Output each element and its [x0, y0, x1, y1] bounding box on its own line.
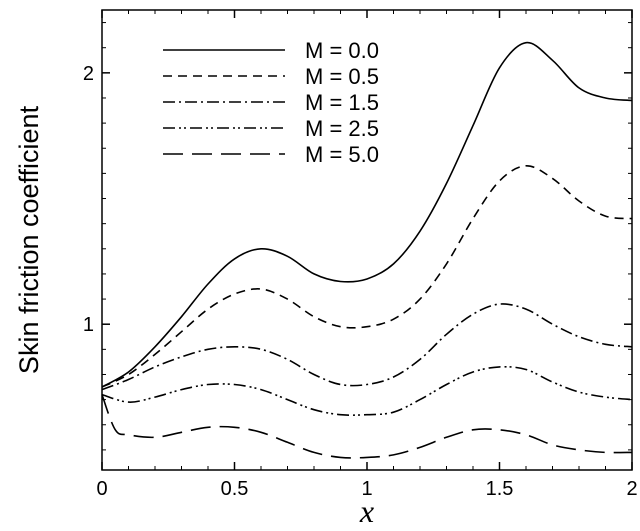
legend-label-2: M = 0.5 [305, 64, 379, 89]
legend-label-3: M = 1.5 [305, 90, 379, 115]
x-tick-label: 0 [96, 478, 107, 500]
legend-label-4: M = 2.5 [305, 116, 379, 141]
series-line-2 [101, 164, 633, 388]
legend: M = 0.0M = 0.5M = 1.5M = 2.5M = 5.0 [163, 38, 379, 167]
y-tick-label: 2 [83, 63, 94, 85]
x-tick-label: 1.5 [486, 478, 514, 500]
y-axis-label: Skin friction coefficient [14, 105, 44, 374]
series-layer [101, 41, 633, 459]
series-line-5 [101, 394, 633, 459]
legend-label-1: M = 0.0 [305, 38, 379, 63]
x-axis-label: x [359, 493, 374, 529]
x-tick-label: 1 [361, 478, 372, 500]
legend-label-5: M = 5.0 [305, 142, 379, 167]
x-tick-label: 2 [626, 478, 637, 500]
series-line-1 [101, 41, 633, 388]
y-tick-label: 1 [83, 314, 94, 336]
series-line-3 [101, 303, 633, 391]
x-tick-label: 0.5 [221, 478, 249, 500]
series-line-4 [101, 365, 633, 416]
